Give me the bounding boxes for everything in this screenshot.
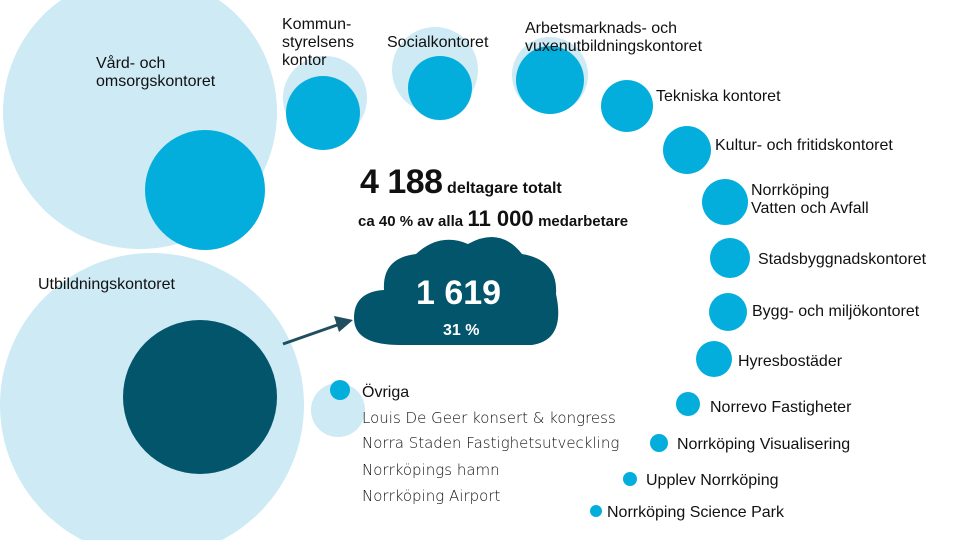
- highlight-number: 1 619: [416, 274, 502, 312]
- bubble-stadsbyggnad: [710, 238, 750, 278]
- bubble-hyresbostader: [696, 341, 732, 377]
- total-participants: 4 188 deltagare totalt: [360, 163, 562, 202]
- bubble-upplev: [623, 472, 637, 486]
- bubble-science-park: [590, 505, 602, 517]
- bubble-vatten: [702, 179, 748, 225]
- bubble-kultur: [663, 126, 711, 174]
- label-stadsbyggnad: Stadsbyggnadskontoret: [758, 251, 927, 268]
- label-arbetsmarknad: Arbetsmarknads- och vuxenutbildningskont…: [525, 20, 703, 55]
- employee-count: 11 000: [467, 206, 534, 231]
- label-ovriga: Övriga: [362, 384, 410, 401]
- bubble-ks-participants: [286, 76, 360, 150]
- highlight-percent: 31 %: [443, 322, 480, 339]
- ovriga-item: Norrköpings hamn: [362, 461, 500, 479]
- total-participants-text: deltagare totalt: [447, 180, 562, 197]
- arrow-head-icon: [334, 316, 353, 332]
- label-bygg: Bygg- och miljökontoret: [752, 303, 920, 320]
- bubble-tekniska: [601, 80, 653, 132]
- bubble-bygg: [709, 293, 747, 331]
- employee-share: ca 40 % av alla 11 000 medarbetare: [358, 206, 628, 232]
- ovriga-item: Louis De Geer konsert & kongress: [362, 409, 616, 427]
- ovriga-item: Norra Staden Fastighetsutveckling: [362, 434, 620, 452]
- bubble-vard-participants: [145, 130, 265, 250]
- bubble-ovriga-participants: [330, 380, 350, 400]
- bubble-utbildning-participants: [123, 320, 277, 474]
- label-kommunstyrelsen: Kommun- styrelsens kontor: [282, 16, 355, 69]
- label-science-park: Norrköping Science Park: [607, 504, 784, 521]
- employee-text: medarbetare: [538, 213, 629, 230]
- label-upplev: Upplev Norrköping: [646, 472, 779, 489]
- bubble-norrevo: [676, 392, 700, 416]
- employee-share-prefix: ca 40 % av alla: [358, 213, 464, 230]
- bubble-ovriga-total: [311, 383, 365, 437]
- bubble-social-participants: [408, 56, 472, 120]
- label-kultur: Kultur- och fritidskontoret: [715, 137, 893, 154]
- label-norrevo: Norrevo Fastigheter: [710, 399, 852, 416]
- label-hyresbostader: Hyresbostäder: [738, 353, 843, 370]
- bubble-avux-participants: [516, 46, 584, 114]
- label-socialkontoret: Socialkontoret: [387, 34, 489, 51]
- ovriga-item: Norrköping Airport: [362, 487, 501, 505]
- bubble-visualisering: [650, 434, 668, 452]
- label-vatten: Norrköping Vatten och Avfall: [751, 182, 869, 217]
- total-participants-number: 4 188: [360, 163, 443, 201]
- label-visualisering: Norrköping Visualisering: [677, 436, 851, 453]
- label-vard: Vård- och omsorgskontoret: [96, 55, 216, 90]
- participants-cloud-shape: [354, 236, 559, 345]
- label-utbildning: Utbildningskontoret: [38, 276, 175, 293]
- label-tekniska: Tekniska kontoret: [656, 88, 781, 105]
- arrow-line: [282, 322, 341, 346]
